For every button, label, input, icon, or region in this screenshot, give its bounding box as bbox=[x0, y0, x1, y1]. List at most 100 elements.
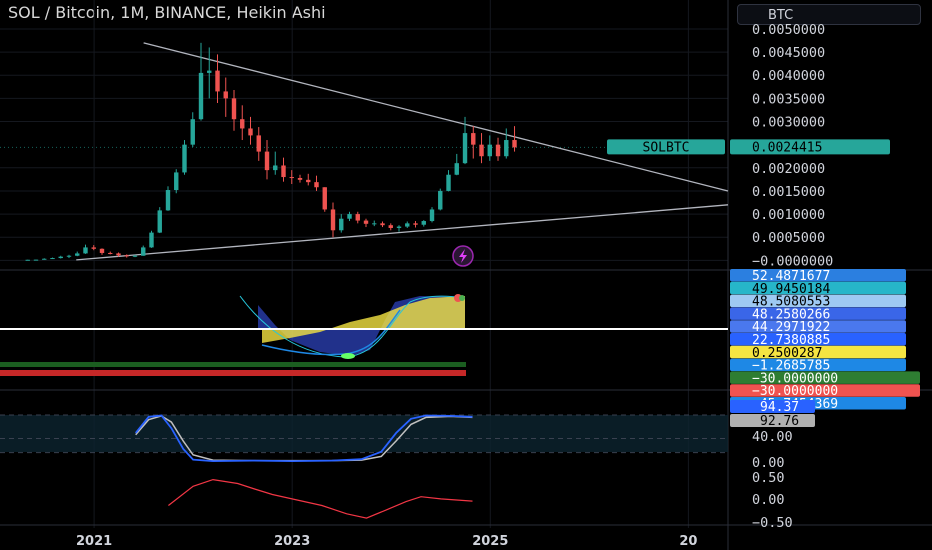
candle-body bbox=[471, 133, 476, 145]
time-tick-label: 2025 bbox=[472, 534, 508, 549]
axis-badges: SOLBTC 0.0024415 52.487167749.945018448.50… bbox=[607, 139, 920, 429]
osc-value-badge bbox=[730, 269, 906, 282]
candle-body bbox=[91, 247, 96, 249]
osc-value-badge bbox=[730, 281, 906, 295]
osc-value-badge-label: 44.2971922 bbox=[752, 320, 830, 335]
osc-tick-label: 0.00 bbox=[752, 492, 785, 508]
price-tick-label: 0.0015000 bbox=[752, 184, 825, 200]
time-tick-label: 2023 bbox=[274, 534, 310, 549]
candle-body bbox=[165, 190, 171, 211]
signal-dot-lime bbox=[341, 353, 355, 359]
last-price-badge bbox=[730, 139, 890, 155]
candle-body bbox=[454, 163, 459, 175]
candle-body bbox=[330, 209, 336, 231]
osc-value-badge bbox=[730, 345, 906, 359]
osc-value-badge-label: 48.2580266 bbox=[752, 307, 830, 322]
price-tick-label: −0.0000000 bbox=[752, 253, 833, 269]
stoch-pane bbox=[0, 414, 728, 463]
price-tick-label: 0.0040000 bbox=[752, 68, 825, 84]
candle-body bbox=[83, 247, 88, 254]
stoch-d-badge-label: 92.76 bbox=[760, 414, 799, 429]
lightning-icon bbox=[452, 245, 474, 267]
level-band-red bbox=[0, 370, 466, 376]
time-tick-label: 2021 bbox=[76, 534, 112, 549]
osc-value-badge-label: 0.2500287 bbox=[752, 346, 822, 361]
price-tick-label: 0.0035000 bbox=[752, 91, 825, 107]
osc-value-badge-label: 22.7380885 bbox=[752, 333, 830, 348]
candle-body bbox=[306, 179, 311, 183]
momentum-line-cyan bbox=[239, 295, 466, 358]
osc-value-badge-label: −30.0000000 bbox=[752, 384, 838, 399]
candle-body bbox=[25, 259, 30, 261]
candle-body bbox=[149, 232, 154, 248]
candle-body bbox=[198, 72, 204, 120]
candle-body bbox=[108, 252, 113, 254]
candle-body bbox=[215, 70, 220, 92]
candle-body bbox=[396, 226, 402, 228]
candle-body bbox=[504, 140, 509, 157]
candle-body bbox=[289, 177, 294, 179]
candle-body bbox=[388, 225, 393, 228]
stoch-k-badge bbox=[730, 400, 815, 413]
stoch-tick-label: 0.00 bbox=[752, 455, 785, 471]
candle-body bbox=[363, 220, 369, 224]
candles bbox=[25, 42, 517, 267]
lightning-icon-bolt bbox=[459, 249, 467, 263]
osc-value-badge bbox=[730, 371, 920, 384]
symbol-badge bbox=[607, 139, 725, 155]
candle-body bbox=[116, 253, 121, 256]
osc-value-badge-label: 48.5080553 bbox=[752, 295, 830, 310]
trendline bbox=[143, 42, 729, 192]
candle-body bbox=[281, 165, 286, 178]
candle-body bbox=[231, 98, 237, 120]
osc-value-badge bbox=[730, 307, 906, 320]
oscillator-pane bbox=[168, 478, 473, 519]
candle-body bbox=[462, 133, 468, 164]
osc-value-badge-label: −30.0000000 bbox=[752, 371, 838, 386]
candle-body bbox=[479, 144, 484, 157]
osc-tick-label: −0.50 bbox=[752, 515, 793, 531]
candle-body bbox=[58, 256, 63, 259]
candle-body bbox=[248, 128, 253, 136]
candle-body bbox=[99, 248, 105, 253]
candle-body bbox=[421, 221, 426, 225]
candle-body bbox=[372, 223, 377, 225]
candle-body bbox=[347, 214, 352, 219]
candle-body bbox=[405, 223, 410, 227]
price-tick-label: 0.0020000 bbox=[752, 161, 825, 177]
candle-body bbox=[124, 255, 129, 257]
osc-value-badge bbox=[730, 320, 906, 333]
candle-body bbox=[273, 165, 278, 171]
candle-body bbox=[256, 135, 261, 152]
candle-body bbox=[33, 259, 39, 261]
stoch-band bbox=[0, 415, 728, 452]
stoch-tick-label: 40.00 bbox=[752, 429, 793, 445]
candle-body bbox=[495, 144, 501, 157]
osc-value-badge-label: −1.2685785 bbox=[752, 359, 830, 374]
candle-body bbox=[264, 151, 270, 171]
candle-body bbox=[322, 187, 327, 210]
price-tick-label: 0.0050000 bbox=[752, 22, 825, 38]
candle-body bbox=[157, 210, 162, 233]
currency-selector[interactable]: BTC bbox=[737, 4, 921, 25]
trendlines bbox=[76, 42, 729, 261]
candle-body bbox=[223, 91, 228, 99]
signal-dot-green bbox=[459, 295, 465, 301]
candle-body bbox=[446, 174, 451, 191]
stoch-d-badge bbox=[730, 414, 815, 427]
osc-tick-label: 0.50 bbox=[752, 470, 785, 486]
price-tick-label: 0.0045000 bbox=[752, 45, 825, 61]
candle-body bbox=[50, 258, 55, 260]
last-price-badge-label: 0.0024415 bbox=[752, 140, 822, 155]
osc-value-badge bbox=[730, 384, 920, 397]
candle-body bbox=[339, 218, 344, 231]
candle-body bbox=[190, 119, 195, 145]
candle-body bbox=[297, 177, 303, 180]
candle-body bbox=[512, 140, 517, 148]
candle-body bbox=[75, 253, 80, 256]
candle-body bbox=[207, 70, 212, 73]
candle-body bbox=[314, 182, 319, 188]
candle-body bbox=[132, 255, 138, 257]
stoch-k-badge-label: 94.37 bbox=[760, 400, 799, 415]
